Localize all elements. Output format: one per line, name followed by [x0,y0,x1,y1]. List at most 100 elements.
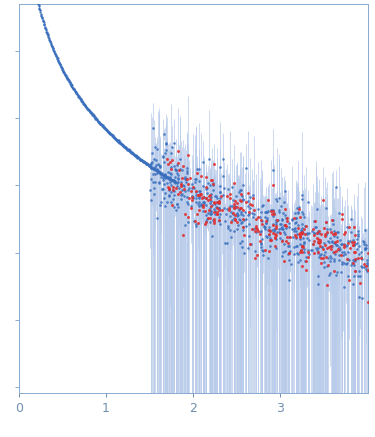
Point [358,255,364,262]
Point [364,260,370,267]
Point [42,22,48,29]
Point [184,176,190,183]
Point [162,172,168,179]
Point [47,38,53,45]
Point [99,123,105,130]
Point [268,236,274,243]
Point [284,234,290,241]
Point [162,173,168,180]
Point [168,175,174,182]
Point [311,230,317,237]
Point [70,84,76,91]
Point [51,49,57,56]
Point [270,166,276,173]
Point [113,136,119,143]
Point [140,158,146,165]
Point [63,73,69,80]
Point [174,161,180,168]
Point [148,164,154,171]
Point [114,137,120,144]
Point [230,197,236,204]
Point [46,36,53,43]
Point [328,246,334,253]
Point [194,170,200,177]
Point [150,165,156,172]
Point [324,229,330,236]
Point [154,168,160,175]
Point [291,244,297,251]
Point [112,134,118,141]
Point [274,229,280,236]
Point [109,132,115,139]
Point [332,250,338,257]
Point [43,27,49,34]
Point [317,242,323,249]
Point [34,0,40,2]
Point [44,29,50,36]
Point [258,202,264,209]
Point [299,220,305,227]
Point [234,211,240,218]
Point [170,177,176,184]
Point [179,175,185,182]
Point [157,170,163,177]
Point [338,251,344,258]
Point [175,160,181,167]
Point [330,220,336,227]
Point [162,140,168,147]
Point [232,217,238,224]
Point [104,128,110,135]
Point [200,198,206,205]
Point [160,171,166,178]
Point [364,262,370,269]
Point [171,140,177,147]
Point [61,69,67,76]
Point [168,170,174,177]
Point [167,170,173,177]
Point [208,198,214,205]
Point [158,170,164,177]
Point [315,236,321,243]
Point [143,160,149,166]
Point [318,259,324,266]
Point [142,160,148,167]
Point [46,35,52,42]
Point [188,203,194,210]
Point [211,161,217,168]
Point [329,237,335,244]
Point [311,237,317,244]
Point [48,42,54,49]
Point [265,208,271,215]
Point [217,189,223,196]
Point [195,200,201,207]
Point [309,246,315,253]
Point [272,211,278,218]
Point [288,260,294,267]
Point [299,263,305,270]
Point [303,267,309,274]
Point [212,210,218,217]
Point [182,174,188,181]
Point [358,248,364,255]
Point [119,141,125,148]
Point [50,45,56,52]
Point [150,165,156,172]
Point [219,191,225,198]
Point [263,209,269,216]
Point [203,183,209,190]
Point [207,192,213,199]
Point [45,34,51,41]
Point [70,85,76,92]
Point [295,224,301,231]
Point [282,221,288,228]
Point [67,78,73,85]
Point [162,146,168,153]
Point [267,208,273,215]
Point [171,166,177,173]
Point [270,207,276,214]
Point [42,24,48,31]
Point [78,97,84,104]
Point [315,273,321,280]
Point [146,162,152,169]
Point [147,163,153,170]
